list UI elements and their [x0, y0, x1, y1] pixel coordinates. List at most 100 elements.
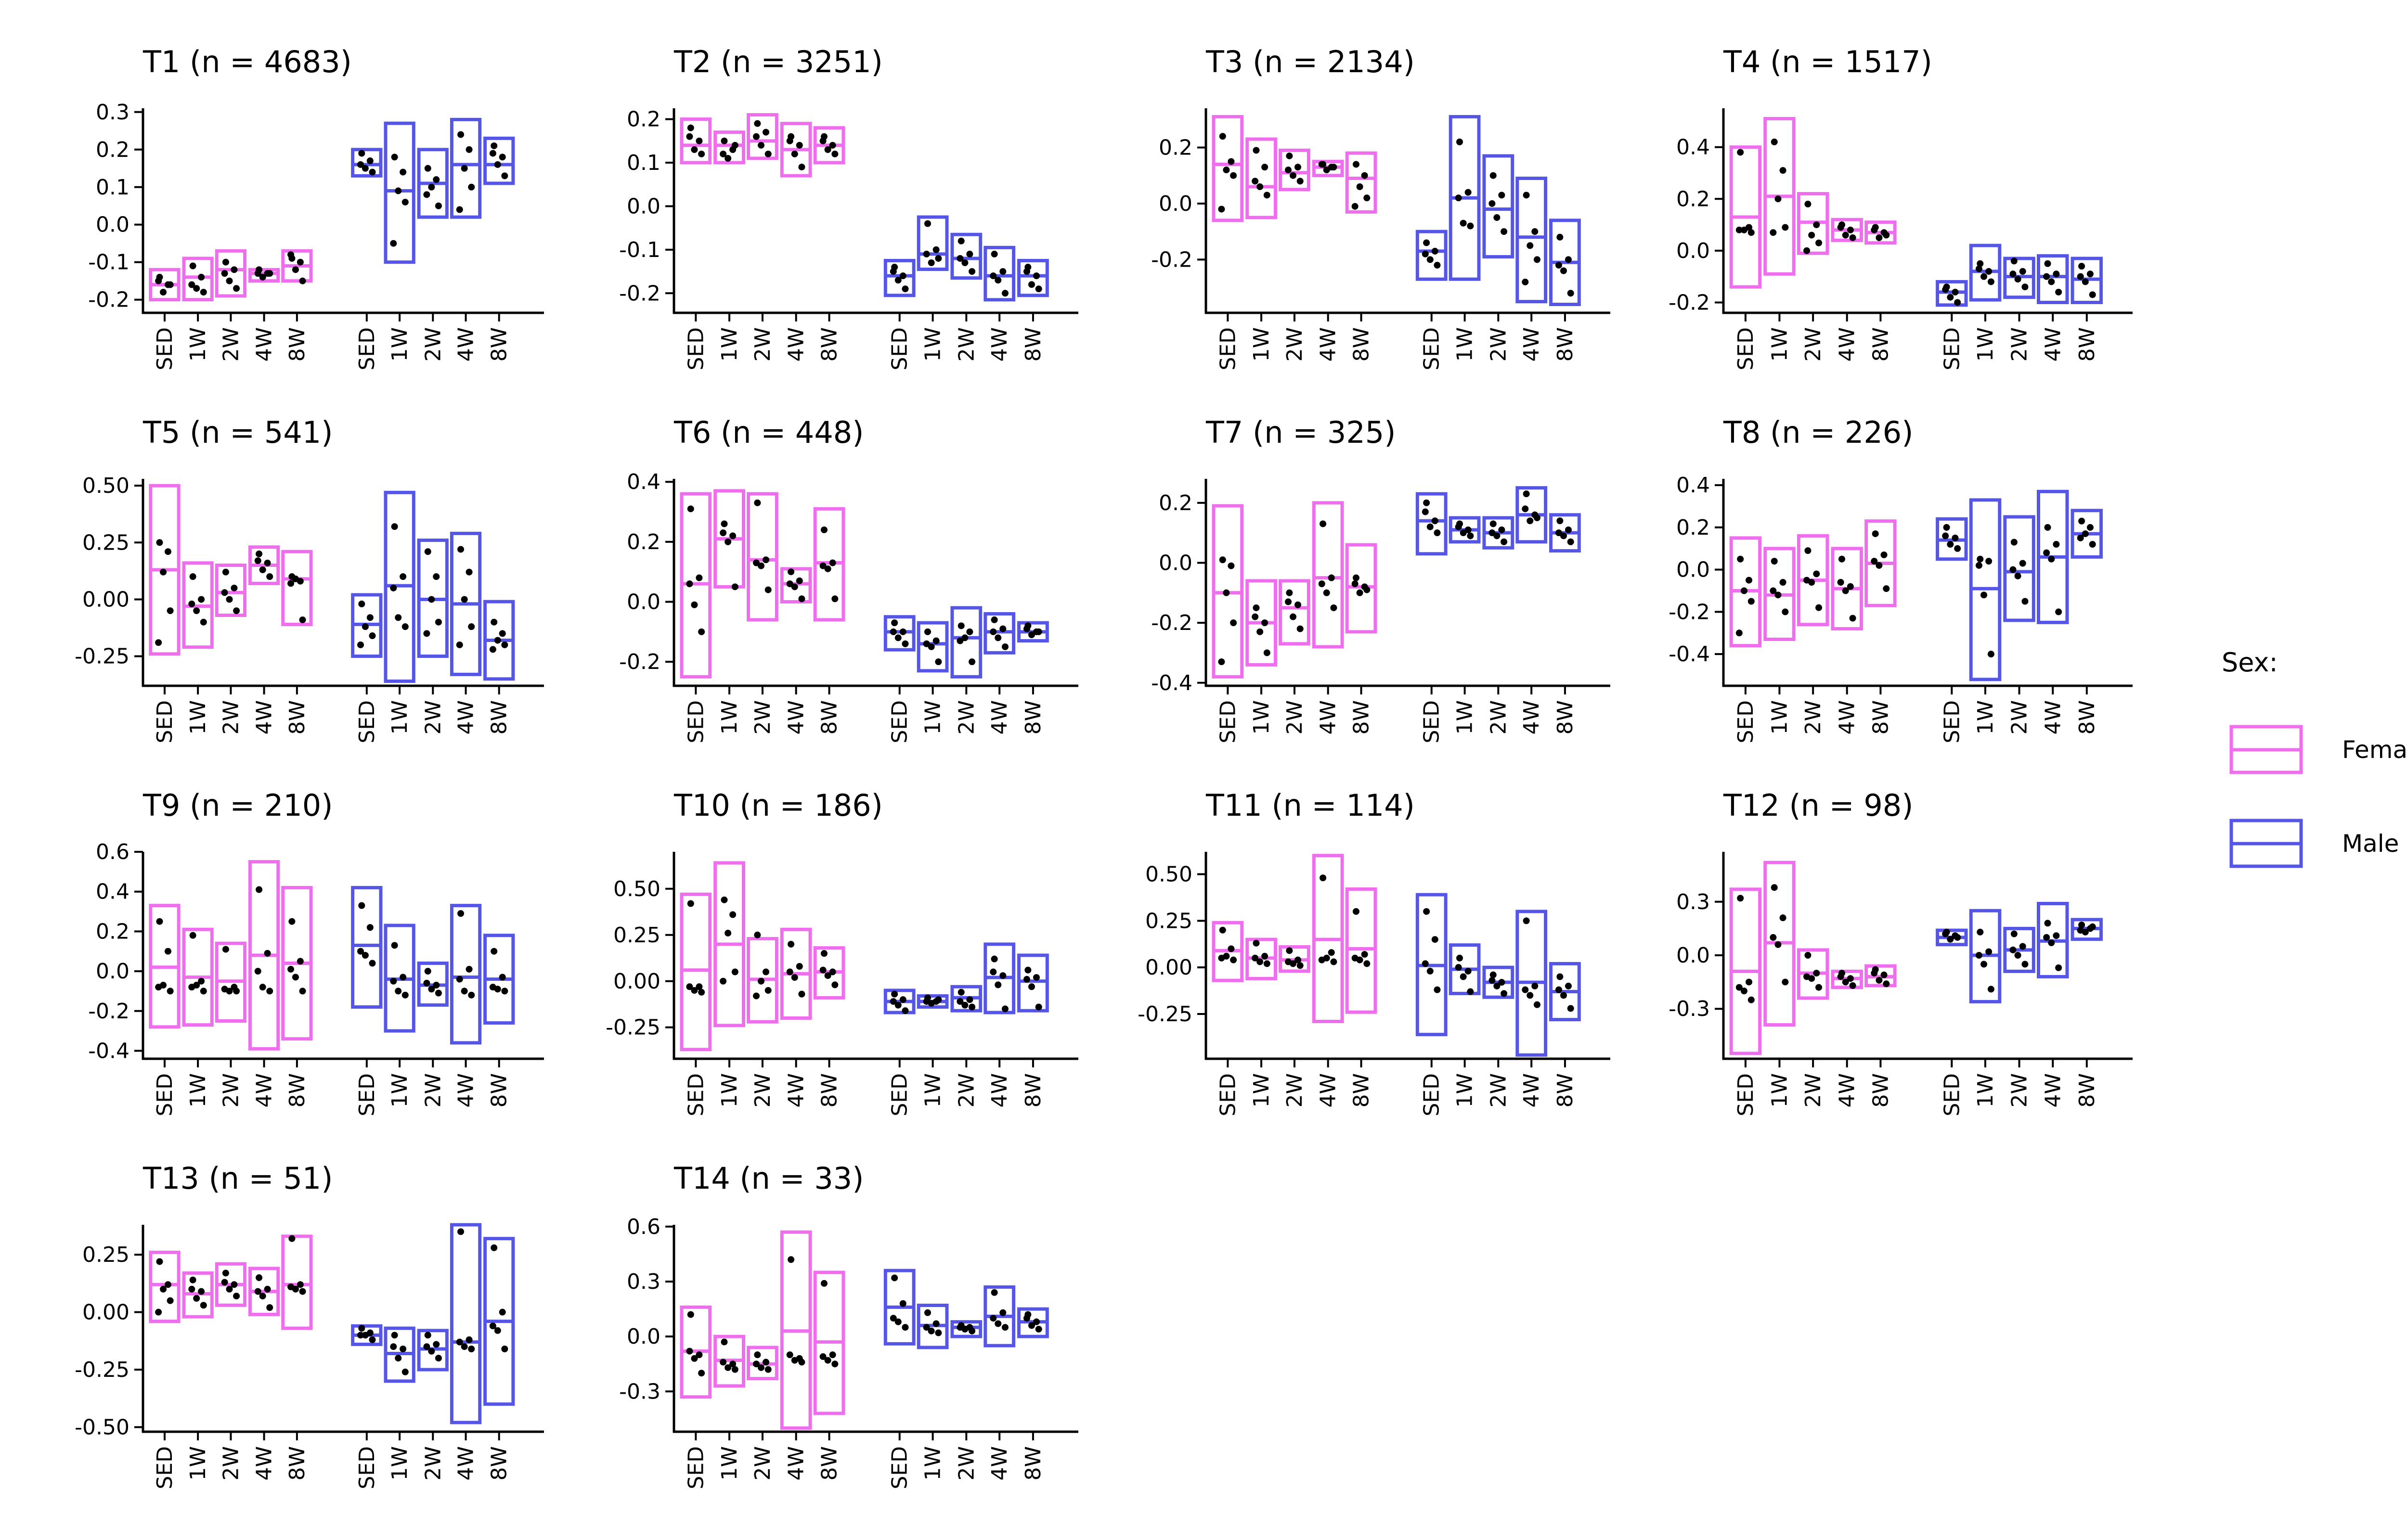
data-point [287, 1283, 295, 1290]
data-point [1837, 224, 1844, 231]
data-point [764, 586, 772, 593]
data-point [969, 1327, 976, 1335]
data-point [1261, 619, 1268, 627]
y-tick-label: 0.2 [96, 919, 129, 944]
x-tick-label: 8W [285, 327, 310, 362]
data-point [287, 580, 295, 587]
data-point [720, 1359, 727, 1366]
x-tick-label: 4W [1519, 700, 1544, 735]
data-point [1352, 908, 1359, 915]
data-point [1980, 273, 1988, 280]
data-point [266, 573, 273, 580]
box-male-4w [450, 117, 482, 219]
x-tick-label: 2W [421, 1073, 445, 1108]
data-point [1352, 574, 1359, 581]
data-point [1256, 628, 1264, 635]
x-tick-label: 1W [1767, 1073, 1792, 1108]
x-tick-label: SED [153, 700, 177, 744]
data-point [1296, 178, 1304, 185]
data-point [819, 966, 827, 974]
data-point [164, 948, 171, 955]
data-point [226, 277, 233, 284]
data-point [1556, 973, 1564, 980]
data-point [424, 548, 431, 555]
y-tick-label: 0.3 [1676, 890, 1710, 914]
data-point [222, 1270, 229, 1277]
data-point [1555, 529, 1562, 537]
y-tick-label: -0.2 [1669, 600, 1710, 624]
x-tick-label: SED [1734, 1073, 1758, 1116]
data-point [198, 596, 205, 603]
data-point [1531, 228, 1539, 235]
data-point [725, 1364, 732, 1371]
data-point [902, 1324, 909, 1331]
x-tick-label: 1W [186, 327, 210, 362]
panel-title: T14 (n = 33) [673, 1161, 864, 1196]
data-point [1842, 231, 1849, 239]
data-point [829, 141, 836, 149]
data-point [731, 1366, 738, 1373]
data-point [1028, 631, 1035, 639]
x-tick-label: 8W [2075, 327, 2099, 362]
data-point [935, 1329, 942, 1336]
data-point [489, 1322, 496, 1330]
data-point [1813, 221, 1820, 229]
data-point [754, 1351, 761, 1359]
data-point [2078, 263, 2085, 270]
data-point [1977, 555, 1984, 563]
data-point [499, 630, 506, 637]
box-male-2w [950, 1320, 983, 1338]
data-point [1263, 960, 1270, 967]
data-point [990, 628, 997, 635]
data-point [957, 998, 964, 1005]
data-point [233, 988, 240, 995]
x-tick-label: 2W [421, 1446, 445, 1481]
y-tick-label: -0.4 [88, 1039, 129, 1063]
data-point [2014, 276, 2021, 283]
data-point [1847, 975, 1854, 982]
data-point [433, 176, 440, 183]
data-point [1330, 958, 1337, 965]
panel-title: T4 (n = 1517) [1723, 44, 1932, 79]
data-point [1556, 233, 1564, 241]
y-tick-label: 0.4 [1676, 473, 1710, 498]
data-point [696, 137, 703, 144]
x-tick-label: 4W [2041, 327, 2065, 362]
data-point [1230, 172, 1237, 179]
data-point [788, 568, 795, 576]
y-tick-label: 0.0 [1159, 551, 1192, 575]
y-tick-label: 0.25 [1145, 909, 1192, 933]
data-point [189, 262, 196, 270]
data-point [299, 616, 306, 623]
y-tick-label: -0.2 [1669, 290, 1710, 315]
data-point [788, 940, 795, 948]
x-tick-label: 2W [1801, 327, 1825, 362]
data-point [721, 520, 728, 527]
data-point [786, 1351, 793, 1359]
data-point [890, 1315, 897, 1322]
data-point [1770, 587, 1777, 594]
x-tick-label: 2W [1486, 327, 1511, 362]
box-female-2w [747, 492, 778, 622]
panel-title: T6 (n = 448) [673, 415, 864, 450]
data-point [932, 246, 940, 253]
x-tick-label: 2W [219, 1073, 243, 1108]
x-tick-label: 4W [454, 1073, 479, 1108]
box-male-4w [1515, 177, 1548, 304]
data-point [256, 550, 263, 557]
data-point [288, 1235, 296, 1242]
y-tick-label: -0.2 [1151, 611, 1192, 635]
data-point [468, 623, 475, 630]
data-point [401, 1368, 409, 1375]
data-point [2078, 921, 2085, 928]
data-point [401, 198, 409, 205]
data-point [457, 546, 465, 553]
data-point [264, 559, 271, 566]
data-point [819, 137, 827, 144]
data-point [991, 616, 998, 623]
data-point [1286, 947, 1293, 954]
data-point [266, 1304, 273, 1311]
x-tick-label: SED [355, 1446, 379, 1489]
